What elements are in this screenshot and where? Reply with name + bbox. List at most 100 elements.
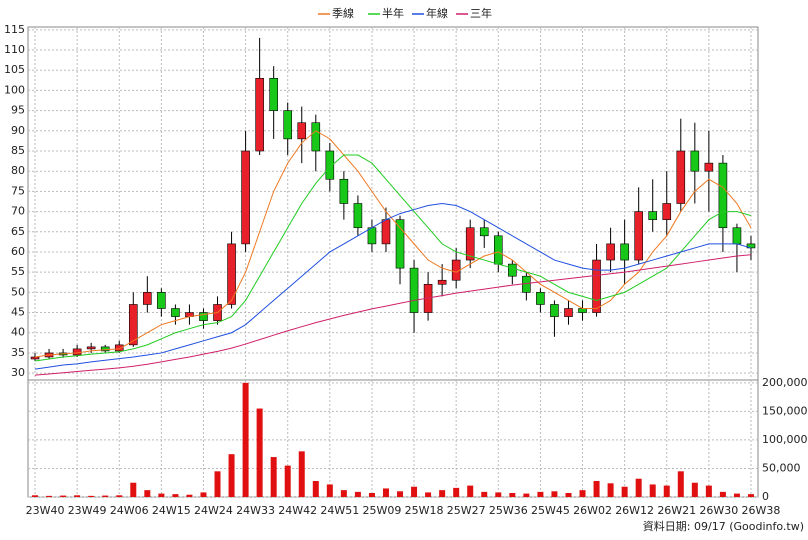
volume-bar: [495, 492, 502, 497]
volume-bar: [354, 491, 361, 497]
candle-body: [367, 227, 377, 245]
candle-body: [339, 178, 349, 204]
candle-body: [564, 308, 573, 317]
y2-tick-label: 100,000: [762, 433, 808, 446]
x-tick-label: 24W33: [236, 504, 275, 517]
candle-body: [114, 344, 124, 352]
volume-bar: [691, 482, 698, 497]
candle-body: [493, 235, 503, 265]
volume-bar: [397, 491, 404, 497]
volume-bar: [705, 485, 712, 497]
candle-body: [30, 356, 40, 360]
y-tick-label: 95: [11, 104, 25, 117]
x-tick-label: 26W38: [742, 504, 781, 517]
y-tick-label: 70: [11, 205, 25, 218]
x-tick-label: 26W30: [699, 504, 738, 517]
candle-body: [662, 203, 672, 220]
volume-bar: [32, 495, 39, 497]
ma-line: [34, 202, 752, 370]
y2-tick-label: 0: [762, 490, 769, 503]
volume-bar: [719, 491, 726, 497]
volume-bar: [144, 490, 151, 497]
source-note: 資料日期: 09/17 (Goodinfo.tw): [643, 519, 804, 533]
candle-body: [86, 346, 96, 350]
y2-tick-label: 50,000: [762, 461, 801, 474]
y-tick-label: 35: [11, 346, 25, 359]
volume-bar: [677, 471, 684, 497]
candle-body: [508, 263, 517, 277]
volume-bar: [228, 454, 235, 497]
candle-body: [199, 312, 208, 321]
ma-line: [34, 130, 752, 358]
volume-bar: [453, 487, 460, 497]
volume-bar: [242, 382, 249, 497]
y-tick-label: 110: [4, 43, 25, 56]
volume-bar: [649, 484, 656, 497]
candle-body: [381, 219, 391, 245]
candle-body: [465, 227, 475, 261]
volume-bar: [214, 471, 221, 497]
y-tick-label: 65: [11, 225, 25, 238]
volume-bar: [172, 494, 179, 497]
x-tick-label: 23W49: [68, 504, 107, 517]
x-tick-label: 25W27: [447, 504, 486, 517]
candle-body: [311, 122, 321, 152]
x-tick-label: 24W24: [194, 504, 233, 517]
candle-body: [634, 211, 643, 261]
y-tick-label: 105: [4, 63, 25, 76]
volume-bar: [467, 485, 474, 497]
y-tick-label: 55: [11, 265, 25, 278]
x-tick-label: 25W09: [363, 504, 402, 517]
y-tick-label: 75: [11, 184, 25, 197]
volume-bar: [102, 495, 109, 497]
volume-bar: [270, 457, 277, 497]
volume-bar: [340, 490, 347, 497]
y2-tick-label: 200,000: [762, 376, 808, 389]
candle-body: [550, 304, 559, 317]
volume-bar: [565, 493, 572, 497]
x-tick-label: 23W40: [26, 504, 65, 517]
candle-body: [269, 77, 278, 111]
x-tick-label: 26W21: [657, 504, 696, 517]
volume-bar: [635, 478, 642, 497]
volume-bar: [60, 495, 67, 497]
candle-body: [128, 304, 138, 346]
volume-bar: [74, 495, 81, 497]
candle-body: [437, 279, 447, 285]
y2-tick-label: 150,000: [762, 404, 808, 417]
y-tick-label: 85: [11, 144, 25, 157]
volume-bar: [621, 486, 628, 497]
volume-bar: [256, 408, 263, 497]
candle-body: [241, 150, 250, 245]
volume-bar: [326, 484, 333, 497]
candle-body: [72, 348, 82, 356]
volume-bar: [607, 483, 614, 497]
ma-line: [34, 154, 752, 362]
y-tick-label: 80: [11, 164, 25, 177]
candle-body: [620, 243, 629, 261]
volume-bar: [537, 491, 544, 497]
legend-label: 年線: [426, 6, 448, 20]
x-tick-label: 26W12: [615, 504, 654, 517]
candle-body: [592, 259, 601, 313]
y-tick-label: 115: [4, 23, 25, 36]
volume-bar: [116, 495, 123, 497]
candle-body: [353, 203, 363, 229]
candle-body: [157, 292, 166, 309]
volume-panel: [27, 379, 759, 498]
volume-bar: [425, 492, 432, 497]
volume-bar: [747, 494, 754, 497]
ma-line: [34, 254, 752, 376]
volume-bar: [158, 493, 165, 497]
candle-body: [395, 219, 405, 269]
volume-bar: [411, 486, 418, 497]
legend-label: 半年: [382, 6, 404, 20]
volume-bar: [551, 491, 558, 497]
candle-body: [409, 267, 419, 313]
x-tick-label: 24W51: [320, 504, 359, 517]
candle-body: [143, 292, 152, 305]
volume-bar: [733, 493, 740, 497]
volume-bar: [382, 488, 389, 497]
x-tick-label: 25W36: [489, 504, 528, 517]
candle-body: [171, 308, 180, 317]
